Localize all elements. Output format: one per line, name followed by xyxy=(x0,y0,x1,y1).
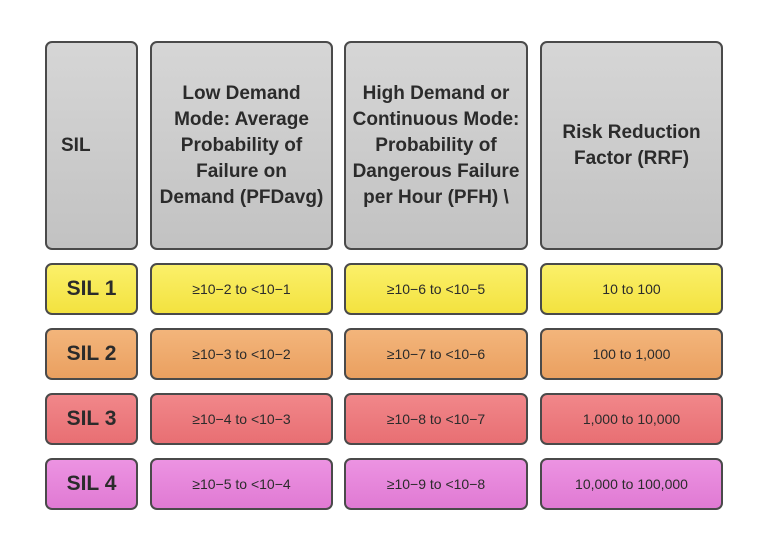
row-sil2-level: SIL 2 xyxy=(45,328,138,380)
row-sil3-level: SIL 3 xyxy=(45,393,138,445)
row-sil4-rrf-text: 10,000 to 100,000 xyxy=(575,476,688,492)
header-rrf: Risk Reduction Factor (RRF) xyxy=(540,41,723,250)
row-sil3-rrf: 1,000 to 10,000 xyxy=(540,393,723,445)
row-sil1-pfd: ≥10−2 to <10−1 xyxy=(150,263,333,315)
header-low-demand-label: Low Demand Mode: Average Probability of … xyxy=(159,82,324,208)
row-sil2-rrf-text: 100 to 1,000 xyxy=(592,346,671,362)
row-sil4-level: SIL 4 xyxy=(45,458,138,510)
row-sil1-rrf: 10 to 100 xyxy=(540,263,723,315)
header-high-demand: High Demand or Continuous Mode: Probabil… xyxy=(344,41,528,250)
header-sil: SIL xyxy=(45,41,138,250)
row-sil4-pfd: ≥10−5 to <10−4 xyxy=(150,458,333,510)
row-sil2-pfh: ≥10−7 to <10−6 xyxy=(344,328,528,380)
header-sil-label: SIL xyxy=(61,134,91,156)
row-sil3-pfd: ≥10−4 to <10−3 xyxy=(150,393,333,445)
row-sil1-level: SIL 1 xyxy=(45,263,138,315)
row-sil1-rrf-text: 10 to 100 xyxy=(602,281,661,297)
row-sil1-pfh: ≥10−6 to <10−5 xyxy=(344,263,528,315)
row-sil4-pfd-text: ≥10−5 to <10−4 xyxy=(192,476,291,492)
row-sil1-level-text: SIL 1 xyxy=(66,277,117,300)
row-sil1-pfh-text: ≥10−6 to <10−5 xyxy=(386,281,486,297)
row-sil2-level-text: SIL 2 xyxy=(66,342,117,365)
row-sil4-level-text: SIL 4 xyxy=(66,472,117,495)
row-sil3-level-text: SIL 3 xyxy=(66,407,117,430)
row-sil2-pfd: ≥10−3 to <10−2 xyxy=(150,328,333,380)
header-rrf-label: Risk Reduction Factor (RRF) xyxy=(562,121,701,169)
row-sil1-pfd-text: ≥10−2 to <10−1 xyxy=(192,281,291,297)
row-sil3-pfh: ≥10−8 to <10−7 xyxy=(344,393,528,445)
row-sil3-rrf-text: 1,000 to 10,000 xyxy=(582,411,681,427)
row-sil3-pfd-text: ≥10−4 to <10−3 xyxy=(192,411,291,427)
row-sil2-pfh-text: ≥10−7 to <10−6 xyxy=(386,346,486,362)
row-sil2-rrf: 100 to 1,000 xyxy=(540,328,723,380)
header-high-demand-label: High Demand or Continuous Mode: Probabil… xyxy=(352,82,520,208)
row-sil4-pfh-text: ≥10−9 to <10−8 xyxy=(386,476,486,492)
row-sil4-rrf: 10,000 to 100,000 xyxy=(540,458,723,510)
row-sil2-pfd-text: ≥10−3 to <10−2 xyxy=(192,346,291,362)
row-sil3-pfh-text: ≥10−8 to <10−7 xyxy=(386,411,486,427)
header-low-demand: Low Demand Mode: Average Probability of … xyxy=(150,41,333,250)
row-sil4-pfh: ≥10−9 to <10−8 xyxy=(344,458,528,510)
